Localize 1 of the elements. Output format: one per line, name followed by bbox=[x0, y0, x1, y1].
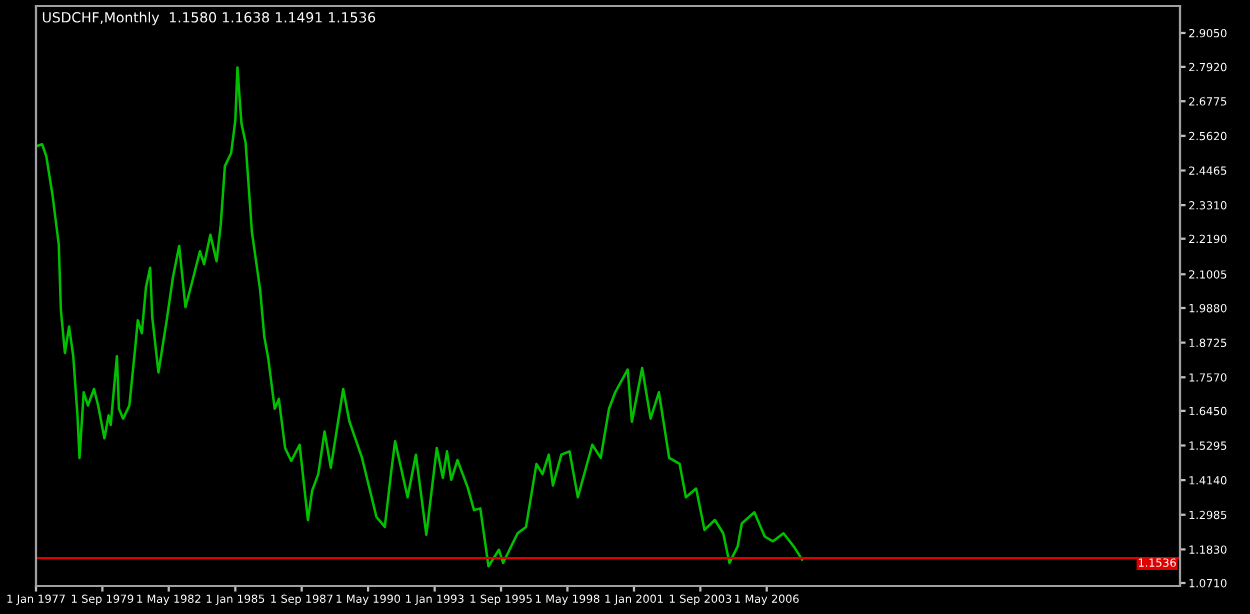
line-series bbox=[36, 66, 804, 568]
